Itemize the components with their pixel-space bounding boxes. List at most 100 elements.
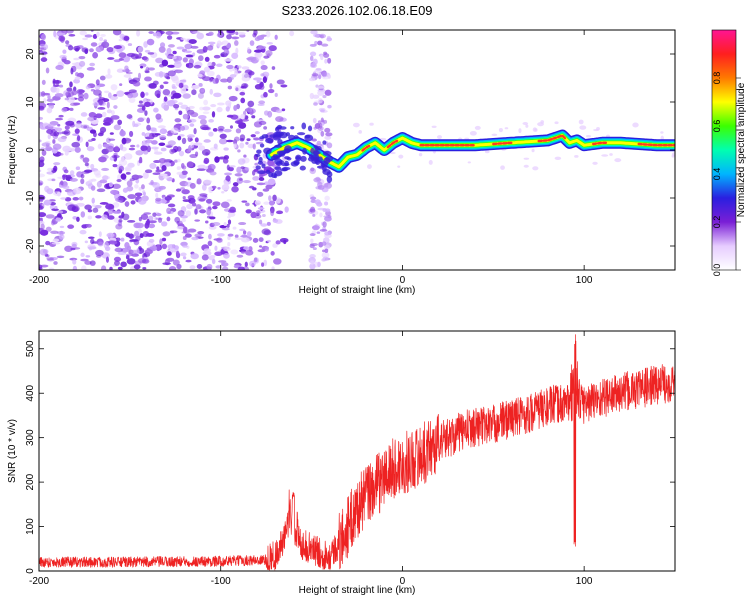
spectrogram-noise-blob [171,86,178,90]
spectrogram-noise-blob [197,164,206,169]
spectrogram-noise-blob [158,158,167,164]
spectrogram-noise-blob [229,77,234,80]
spectrogram-noise-blob [83,169,93,173]
spectrogram-noise-blob [592,161,598,165]
spectrogram-noise-blob [190,141,195,149]
spectrogram-noise-blob [124,65,129,71]
spectrogram-noise-blob [324,127,331,133]
spectrogram-noise-blob [227,209,237,213]
spectrogram-noise-blob [84,240,89,244]
spectrogram-noise-blob [229,74,237,78]
spectrogram-noise-blob [215,77,219,84]
spectrogram-noise-blob [257,45,267,50]
spectrogram-noise-blob [233,143,237,149]
spectrogram-noise-blob [324,89,332,96]
spectrogram-noise-blob [178,82,184,89]
spectrogram-noise-blob [289,30,295,37]
spectrogram-noise-blob [222,227,230,231]
spectrogram-noise-blob [55,217,62,222]
spectrogram-noise-blob [149,162,157,170]
spectrogram-noise-blob [186,203,193,210]
spectrogram-noise-blob [260,64,268,71]
spectrogram-onset-blob [255,165,261,170]
spectrogram-noise-blob [263,166,273,173]
spectrogram-noise-blob [128,147,136,151]
spectrogram-noise-blob [166,133,173,137]
spectrogram-noise-blob [107,208,114,215]
spectrogram-noise-blob [398,154,404,159]
spectrogram-xtick-label: -200 [29,275,49,286]
spectrogram-noise-blob [45,240,51,246]
spectrogram-noise-blob [310,196,317,201]
spectrogram-noise-blob [174,60,182,65]
snr-xtick-label: 100 [576,576,593,587]
spectrogram-noise-blob [226,199,232,202]
spectrogram-noise-blob [70,67,74,75]
spectrogram-noise-blob [209,88,214,95]
spectrogram-noise-blob [166,35,173,40]
spectrogram-noise-blob [231,52,239,59]
spectrogram-onset-blob [288,134,296,140]
spectrogram-noise-blob [135,150,144,156]
spectrogram-noise-blob [320,130,325,137]
spectrogram-noise-blob [62,174,66,181]
spectrogram-noise-blob [99,75,106,81]
spectrogram-noise-blob [69,107,74,112]
spectrogram-noise-blob [246,138,251,142]
spectrogram-noise-blob [241,66,250,70]
spectrogram-noise-blob [127,194,136,200]
spectrogram-noise-blob [162,262,171,265]
spectrogram-noise-blob [106,46,114,53]
spectrogram-noise-blob [90,163,95,170]
spectrogram-noise-blob [238,178,243,181]
spectrogram-noise-blob [52,143,62,150]
spectrogram-noise-blob [41,149,47,156]
spectrogram-noise-blob [67,204,76,211]
spectrogram-noise-blob [66,87,73,92]
spectrogram-noise-blob [256,182,266,186]
spectrogram-noise-blob [152,172,161,176]
spectrogram-noise-blob [92,52,99,59]
spectrogram-noise-blob [223,252,230,259]
spectrogram-noise-blob [109,240,118,245]
spectrogram-noise-blob [65,30,74,34]
spectrogram-noise-blob [182,93,191,99]
spectrogram-noise-blob [39,159,44,163]
spectrogram-noise-blob [671,154,675,158]
spectrogram-noise-blob [227,166,234,172]
spectrogram-noise-blob [89,129,97,134]
spectrogram-noise-blob [247,100,255,108]
spectrogram-noise-blob [194,233,202,238]
spectrogram-noise-blob [177,210,185,217]
spectrogram-noise-blob [134,230,140,237]
spectrogram-noise-blob [166,145,173,148]
spectrogram-onset-blob [276,150,285,155]
spectrogram-noise-blob [58,153,64,156]
spectrogram-noise-blob [118,38,123,42]
spectrogram-noise-blob [79,60,86,67]
spectrogram-noise-blob [184,50,192,53]
spectrogram-noise-blob [554,156,562,161]
spectrogram-noise-blob [99,46,104,50]
spectrogram-noise-blob [86,67,95,71]
spectrogram-noise-blob [208,165,212,170]
spectrogram-onset-blob [302,147,307,155]
spectrogram-noise-blob [237,149,241,153]
spectrogram-noise-blob [182,245,188,248]
spectrogram-noise-blob [222,266,229,270]
spectrogram-noise-blob [155,113,162,120]
spectrogram-noise-blob [504,127,509,130]
spectrogram-noise-blob [578,119,584,125]
spectrogram-noise-blob [98,98,103,106]
spectrogram-noise-blob [609,153,613,156]
spectrogram-noise-blob [118,52,127,59]
spectrogram-onset-blob [255,153,261,157]
spectrogram-onset-blob [275,161,283,166]
spectrogram-noise-blob [169,230,178,234]
spectrogram-noise-blob [48,267,55,270]
spectrogram-noise-blob [58,84,64,88]
spectrogram-noise-blob [112,164,118,168]
spectrogram-noise-blob [199,193,208,197]
spectrogram-ytick-label: -10 [25,190,36,205]
spectrogram-noise-blob [467,161,471,164]
